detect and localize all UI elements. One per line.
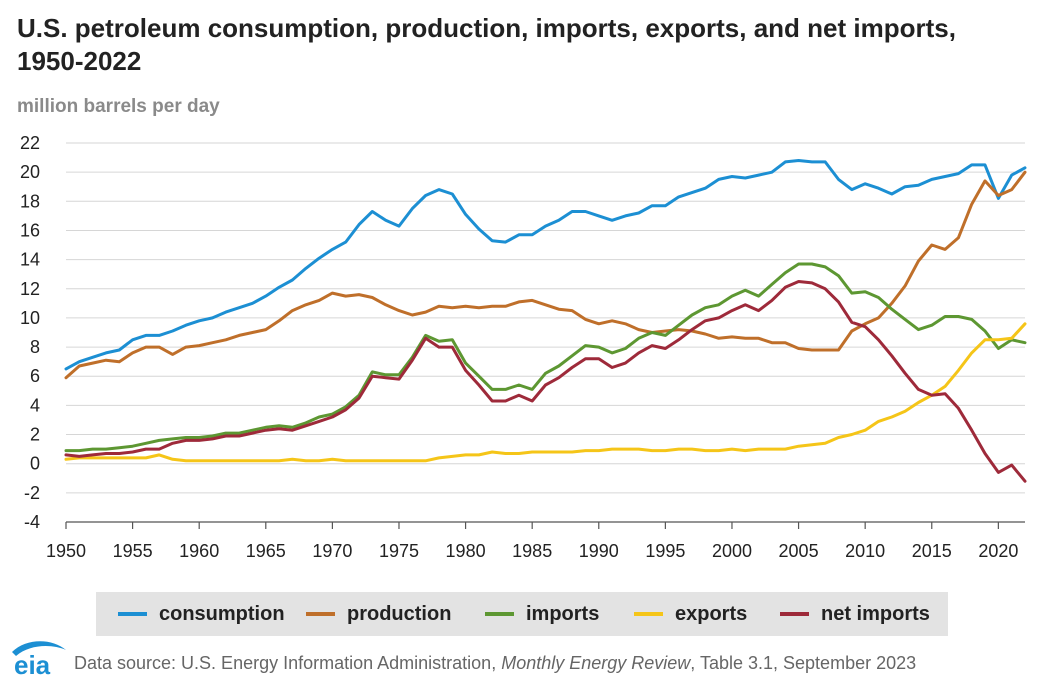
legend-swatch-imports [485,612,514,616]
legend-label-production: production [347,602,452,625]
data-source-note: Data source: U.S. Energy Information Adm… [74,653,916,674]
x-tick-label: 1985 [512,541,552,561]
y-axis-ticks: -4 -2 0 2 4 6 8 10 12 14 16 18 20 22 [20,133,40,532]
series-line-consumption [64,159,1027,371]
source-prefix: Data source: U.S. Energy Information Adm… [74,653,502,673]
legend-item-net-imports: net imports [780,592,930,636]
x-tick-label: 1965 [246,541,286,561]
x-tick-label: 1995 [645,541,685,561]
legend-item-consumption: consumption [118,592,285,636]
x-tick-label: 1950 [46,541,86,561]
y-tick-label: -2 [24,483,40,503]
legend-label-imports: imports [526,602,600,625]
y-tick-label: 18 [20,191,40,211]
x-tick-label: 1955 [113,541,153,561]
series-line-net-imports [64,280,1027,483]
source-publication: Monthly Energy Review [501,653,691,673]
y-tick-label: 12 [20,279,40,299]
y-tick-label: 16 [20,220,40,240]
legend-item-production: production [306,592,451,636]
x-tick-label: 2015 [912,541,952,561]
y-tick-label: 2 [30,425,40,445]
legend-label-net-imports: net imports [821,602,930,625]
y-tick-label: 14 [20,250,40,270]
series-line-production [64,170,1027,380]
x-axis-ticks: 1950 1955 1960 1965 1970 1975 1980 1985 1990 1995… [46,522,1018,561]
x-tick-label: 2010 [845,541,885,561]
x-tick-label: 2000 [712,541,752,561]
y-tick-label: 22 [20,133,40,153]
x-tick-label: 1975 [379,541,419,561]
eia-logo-text: eia [14,650,51,678]
y-tick-label: -4 [24,512,40,532]
eia-logo: eia [12,641,66,678]
x-tick-label: 1980 [446,541,486,561]
series-line-exports [64,322,1027,463]
chart-title: U.S. petroleum consumption, production, … [17,13,956,76]
gridlines [66,142,1025,523]
line-chart: -4 -2 0 2 4 6 8 10 12 14 16 18 20 22 1950 1955 1960 1965… [20,133,1027,561]
y-unit-label: million barrels per day [17,96,220,117]
y-tick-label: 20 [20,162,40,182]
eia-logo-swoosh-icon [12,641,66,656]
legend: consumption production imports exports n… [96,592,948,636]
legend-label-exports: exports [675,602,748,625]
legend-item-exports: exports [634,592,747,636]
x-tick-label: 1970 [312,541,352,561]
legend-label-consumption: consumption [159,602,285,625]
source-suffix: , Table 3.1, September 2023 [690,653,917,673]
legend-swatch-production [306,612,335,616]
footer: eia Data source: U.S. Energy Information… [0,640,1044,679]
series-lines [64,159,1027,483]
y-tick-label: 4 [30,395,40,415]
legend-item-imports: imports [485,592,599,636]
legend-swatch-exports [634,612,663,616]
legend-swatch-consumption [118,612,147,616]
y-tick-label: 8 [30,337,40,357]
x-tick-label: 1960 [179,541,219,561]
x-tick-label: 1990 [579,541,619,561]
y-tick-label: 10 [20,308,40,328]
y-tick-label: 6 [30,366,40,386]
legend-swatch-net-imports [780,612,809,616]
y-tick-label: 0 [30,454,40,474]
series-line-imports [64,262,1027,453]
x-tick-label: 2005 [779,541,819,561]
x-tick-label: 2020 [978,541,1018,561]
